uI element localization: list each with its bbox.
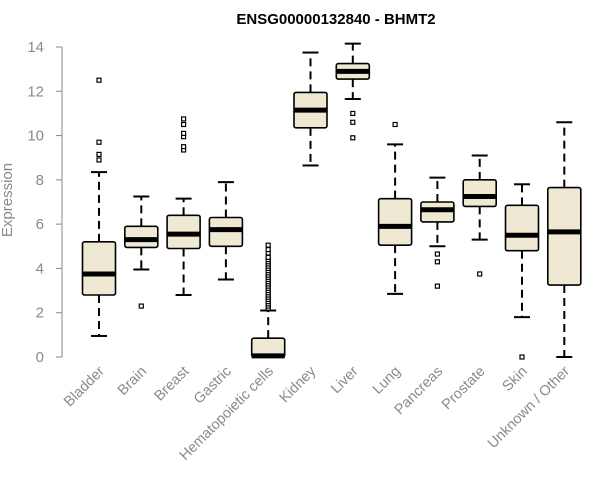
outlier-point <box>138 303 144 309</box>
iqr-box <box>546 186 582 286</box>
outlier-point <box>96 151 102 157</box>
y-tick-label: 8 <box>36 172 44 189</box>
outlier-point <box>181 144 187 150</box>
outlier-point <box>434 283 440 289</box>
outlier-point <box>350 110 356 117</box>
x-category-label: Lung <box>370 364 404 398</box>
iqr-box <box>124 225 159 249</box>
x-category-label: Liver <box>328 363 362 397</box>
iqr-box <box>504 204 540 252</box>
outlier-point <box>477 271 483 277</box>
outlier-point <box>265 254 271 260</box>
x-category-label: Unknown / Other <box>485 363 573 451</box>
outlier-point <box>96 139 102 145</box>
x-category-label: Skin <box>500 364 531 395</box>
box-breast <box>166 116 201 296</box>
y-tick-label: 2 <box>36 305 44 322</box>
box-bladder <box>81 77 117 337</box>
y-tick-label: 10 <box>27 128 44 145</box>
y-axis-ticks: 0 2 4 6 8 10 12 14 <box>27 39 62 366</box>
iqr-box <box>81 241 117 296</box>
box-pancreas <box>420 176 455 289</box>
box-skin <box>504 183 540 360</box>
y-tick-label: 12 <box>27 83 44 100</box>
outlier-point <box>392 121 398 128</box>
x-category-label: Breast <box>151 364 192 405</box>
box-kidney <box>293 51 328 167</box>
outlier-point <box>519 354 525 360</box>
outlier-point <box>96 77 102 83</box>
y-tick-label: 0 <box>36 349 44 366</box>
chart-title: ENSG00000132840 - BHMT2 <box>236 11 435 28</box>
outlier-point <box>181 116 187 122</box>
outlier-point <box>265 242 271 248</box>
y-tick-label: 14 <box>27 39 44 56</box>
iqr-box <box>377 197 413 246</box>
outlier-point <box>96 157 102 163</box>
outlier-point <box>434 251 440 257</box>
x-category-label: Brain <box>115 364 150 399</box>
box-lung <box>377 121 413 295</box>
x-category-label: Prostate <box>439 364 488 413</box>
iqr-box <box>462 179 498 208</box>
outlier-point <box>434 259 440 265</box>
box-liver <box>335 42 371 141</box>
y-tick-label: 6 <box>36 216 44 233</box>
outlier-point <box>265 247 271 253</box>
box-hematopoietic-cells <box>250 242 286 359</box>
box-unknown-other <box>546 121 582 358</box>
box-series <box>81 42 582 360</box>
outlier-point <box>350 135 356 141</box>
outlier-point <box>350 119 356 125</box>
x-category-label: Kidney <box>277 363 320 406</box>
x-category-label: Bladder <box>61 363 108 410</box>
y-axis-label: Expression <box>0 163 16 237</box>
y-tick-label: 4 <box>36 260 44 277</box>
box-gastric <box>208 181 244 281</box>
box-prostate <box>462 154 498 277</box>
outlier-point <box>181 130 187 136</box>
outlier-point <box>181 121 187 128</box>
box-brain <box>124 195 159 309</box>
